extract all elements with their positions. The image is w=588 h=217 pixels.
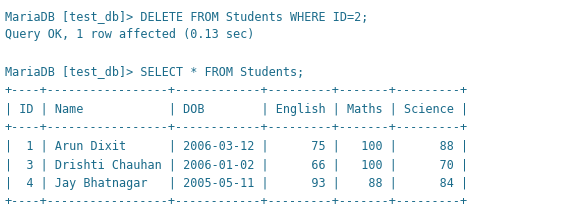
Text: |  1 | Arun Dixit      | 2006-03-12 |      75 |   100 |      88 |: | 1 | Arun Dixit | 2006-03-12 | 75 | 100… bbox=[5, 140, 468, 153]
Text: MariaDB [test_db]> DELETE FROM Students WHERE ID=2;: MariaDB [test_db]> DELETE FROM Students … bbox=[5, 10, 368, 23]
Text: +----+-----------------+------------+---------+-------+---------+: +----+-----------------+------------+---… bbox=[5, 195, 468, 208]
Text: Query OK, 1 row affected (0.13 sec): Query OK, 1 row affected (0.13 sec) bbox=[5, 28, 254, 41]
Text: MariaDB [test_db]> SELECT * FROM Students;: MariaDB [test_db]> SELECT * FROM Student… bbox=[5, 66, 304, 78]
Text: +----+-----------------+------------+---------+-------+---------+: +----+-----------------+------------+---… bbox=[5, 121, 468, 134]
Text: | ID | Name            | DOB        | English | Maths | Science |: | ID | Name | DOB | English | Maths | Sc… bbox=[5, 103, 468, 115]
Text: |  4 | Jay Bhatnagar   | 2005-05-11 |      93 |    88 |      84 |: | 4 | Jay Bhatnagar | 2005-05-11 | 93 | … bbox=[5, 177, 468, 190]
Text: |  3 | Drishti Chauhan | 2006-01-02 |      66 |   100 |      70 |: | 3 | Drishti Chauhan | 2006-01-02 | 66 … bbox=[5, 158, 468, 171]
Text: +----+-----------------+------------+---------+-------+---------+: +----+-----------------+------------+---… bbox=[5, 84, 468, 97]
